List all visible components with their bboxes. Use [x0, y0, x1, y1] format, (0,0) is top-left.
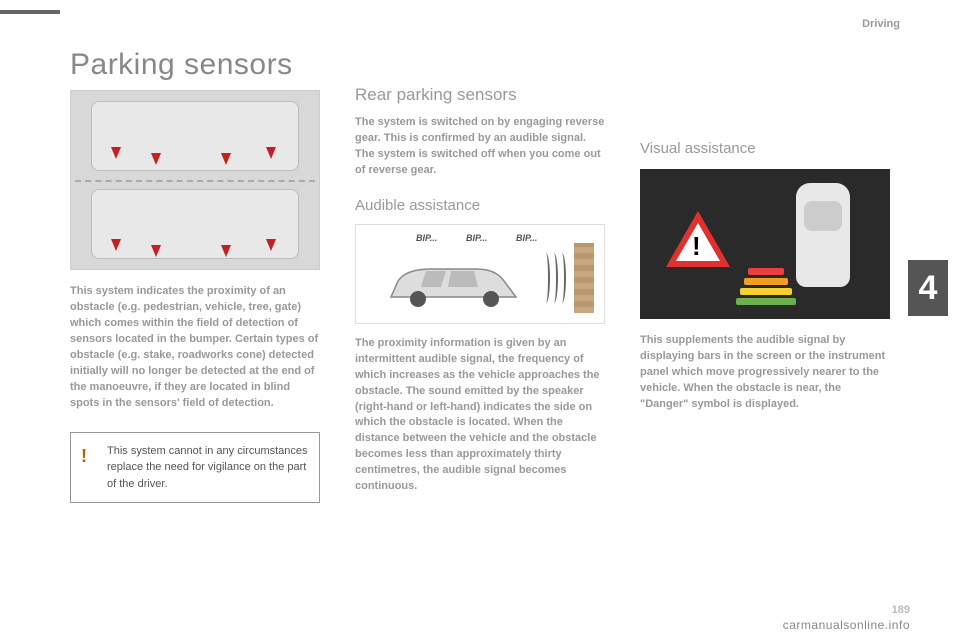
proximity-bar	[744, 278, 788, 285]
audible-heading: Audible assistance	[355, 197, 605, 214]
proximity-bar	[748, 268, 784, 275]
bumper-sensors-diagram	[70, 90, 320, 270]
bip-label: BIP...	[466, 233, 487, 243]
wall-icon	[574, 243, 594, 313]
danger-bang-icon: !	[692, 231, 701, 262]
system-description: This system indicates the proximity of a…	[70, 284, 320, 412]
page-number: 189	[892, 604, 910, 616]
car-top-icon	[796, 183, 850, 287]
chapter-label: Driving	[862, 18, 900, 30]
rear-sensors-heading: Rear parking sensors	[355, 85, 605, 105]
page-title: Parking sensors	[70, 48, 293, 82]
watermark: carmanualsonline.info	[783, 618, 910, 632]
visual-body: This supplements the audible signal by d…	[640, 333, 890, 413]
column-3: Visual assistance ! This supplements the…	[640, 140, 890, 421]
visual-heading: Visual assistance	[640, 140, 890, 157]
warning-icon: !	[81, 443, 87, 470]
audible-diagram: BIP... BIP... BIP...	[355, 224, 605, 324]
proximity-bar	[740, 288, 792, 295]
audible-body: The proximity information is given by an…	[355, 336, 605, 495]
proximity-bar	[736, 298, 796, 305]
bip-label: BIP...	[416, 233, 437, 243]
column-1: This system indicates the proximity of a…	[70, 90, 320, 503]
warning-text: This system cannot in any circumstances …	[107, 445, 308, 490]
bip-label: BIP...	[516, 233, 537, 243]
rear-sensors-body: The system is switched on by engaging re…	[355, 115, 605, 179]
visual-assistance-display: !	[640, 169, 890, 319]
sound-wave-icon	[542, 253, 568, 303]
car-side-icon	[386, 259, 526, 309]
chapter-tab: 4	[908, 260, 948, 316]
column-2: Rear parking sensors The system is switc…	[355, 85, 605, 503]
warning-callout: ! This system cannot in any circumstance…	[70, 432, 320, 504]
proximity-bars	[736, 265, 796, 305]
